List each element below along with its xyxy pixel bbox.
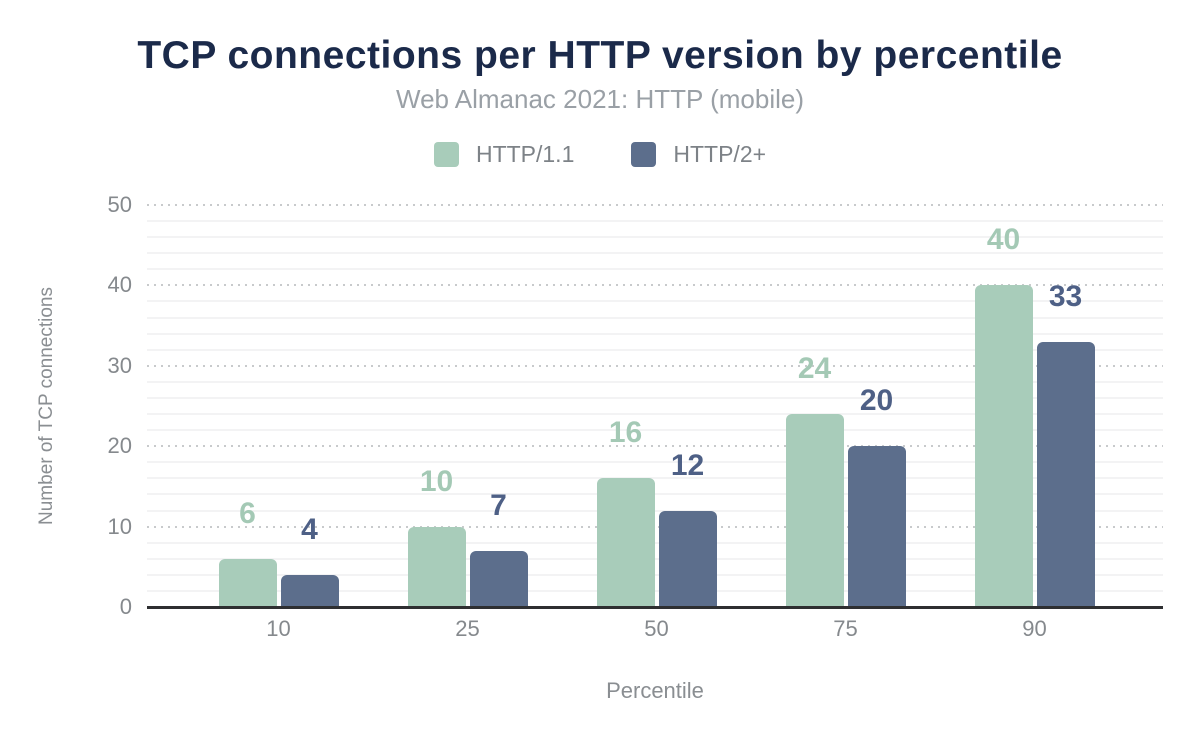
- gridline-minor: [147, 429, 1163, 432]
- x-axis-tick-label: 75: [833, 616, 858, 641]
- y-axis-tick-label: 20: [107, 433, 132, 459]
- gridline-major: [147, 364, 1163, 367]
- chart-legend: HTTP/1.1 HTTP/2+: [0, 141, 1200, 168]
- bar-http11-p25: [407, 526, 466, 607]
- bar-value-label-http2-p75: 20: [859, 384, 894, 418]
- bar-value-label-http2-p90: 33: [1048, 279, 1083, 313]
- bar-value-label-http11-p10: 6: [239, 496, 256, 530]
- legend-label: HTTP/2+: [673, 141, 767, 167]
- bar-http2-p75: [847, 446, 906, 607]
- gridline-major: [147, 525, 1163, 528]
- gridline-minor: [147, 316, 1163, 319]
- y-axis-tick-label: 40: [107, 272, 132, 298]
- legend-item-http11: HTTP/1.1: [433, 141, 575, 168]
- bar-value-label-http11-p25: 10: [419, 464, 454, 498]
- gridline-major: [147, 204, 1163, 207]
- gridline-minor: [147, 573, 1163, 576]
- x-axis-tick-label: 50: [644, 616, 669, 641]
- legend-label: HTTP/1.1: [475, 141, 575, 167]
- bar-http2-p10: [280, 574, 339, 607]
- y-axis-tick-label: 50: [107, 192, 132, 217]
- bar-value-label-http2-p10: 4: [301, 512, 318, 546]
- gridline-minor: [147, 461, 1163, 464]
- bar-value-label-http2-p50: 12: [670, 448, 705, 482]
- x-axis-tick-label: 10: [266, 616, 291, 641]
- bar-http2-p90: [1036, 341, 1095, 607]
- y-axis-tick-label: 0: [119, 594, 132, 619]
- gridline-minor: [147, 236, 1163, 239]
- gridline-minor: [147, 493, 1163, 496]
- gridline-minor: [147, 557, 1163, 560]
- gridline-minor: [147, 348, 1163, 351]
- gridline-minor: [147, 300, 1163, 303]
- gridline-minor: [147, 541, 1163, 544]
- gridline-minor: [147, 252, 1163, 255]
- x-axis-line: [147, 606, 1163, 609]
- bar-http11-p90: [974, 285, 1033, 607]
- bar-value-label-http2-p25: 7: [490, 488, 507, 522]
- bar-value-label-http11-p90: 40: [986, 223, 1021, 257]
- gridline-major: [147, 284, 1163, 287]
- chart-subtitle: Web Almanac 2021: HTTP (mobile): [396, 84, 804, 114]
- legend-swatch-http2: [631, 142, 657, 167]
- gridline-minor: [147, 589, 1163, 592]
- gridline-minor: [147, 268, 1163, 271]
- gridline-minor: [147, 220, 1163, 223]
- x-axis-title: Percentile: [606, 678, 704, 703]
- legend-item-http2: HTTP/2+: [631, 141, 766, 168]
- bar-http2-p50: [658, 510, 717, 607]
- bar-http2-p25: [469, 550, 528, 607]
- bar-value-label-http11-p75: 24: [797, 352, 832, 386]
- gridline-minor: [147, 509, 1163, 512]
- y-axis-title: Number of TCP connections: [36, 287, 57, 525]
- gridline-minor: [147, 477, 1163, 480]
- bar-http11-p75: [785, 414, 844, 607]
- gridline-minor: [147, 380, 1163, 383]
- y-axis-tick-label: 10: [107, 513, 132, 539]
- gridline-major: [147, 445, 1163, 448]
- chart-title: TCP connections per HTTP version by perc…: [137, 34, 1063, 77]
- plot-area: 6 4 10 7 16 12 24 20 40 33: [147, 204, 1163, 607]
- gridline-minor: [147, 413, 1163, 416]
- x-axis-tick-label: 25: [455, 616, 480, 641]
- bar-value-label-http11-p50: 16: [608, 416, 643, 450]
- legend-swatch-http11: [433, 142, 459, 167]
- gridline-minor: [147, 332, 1163, 335]
- x-axis-tick-label: 90: [1022, 616, 1047, 641]
- bar-http11-p10: [218, 558, 277, 607]
- bar-http11-p50: [596, 478, 655, 607]
- gridline-minor: [147, 396, 1163, 399]
- y-axis-tick-label: 30: [107, 352, 132, 378]
